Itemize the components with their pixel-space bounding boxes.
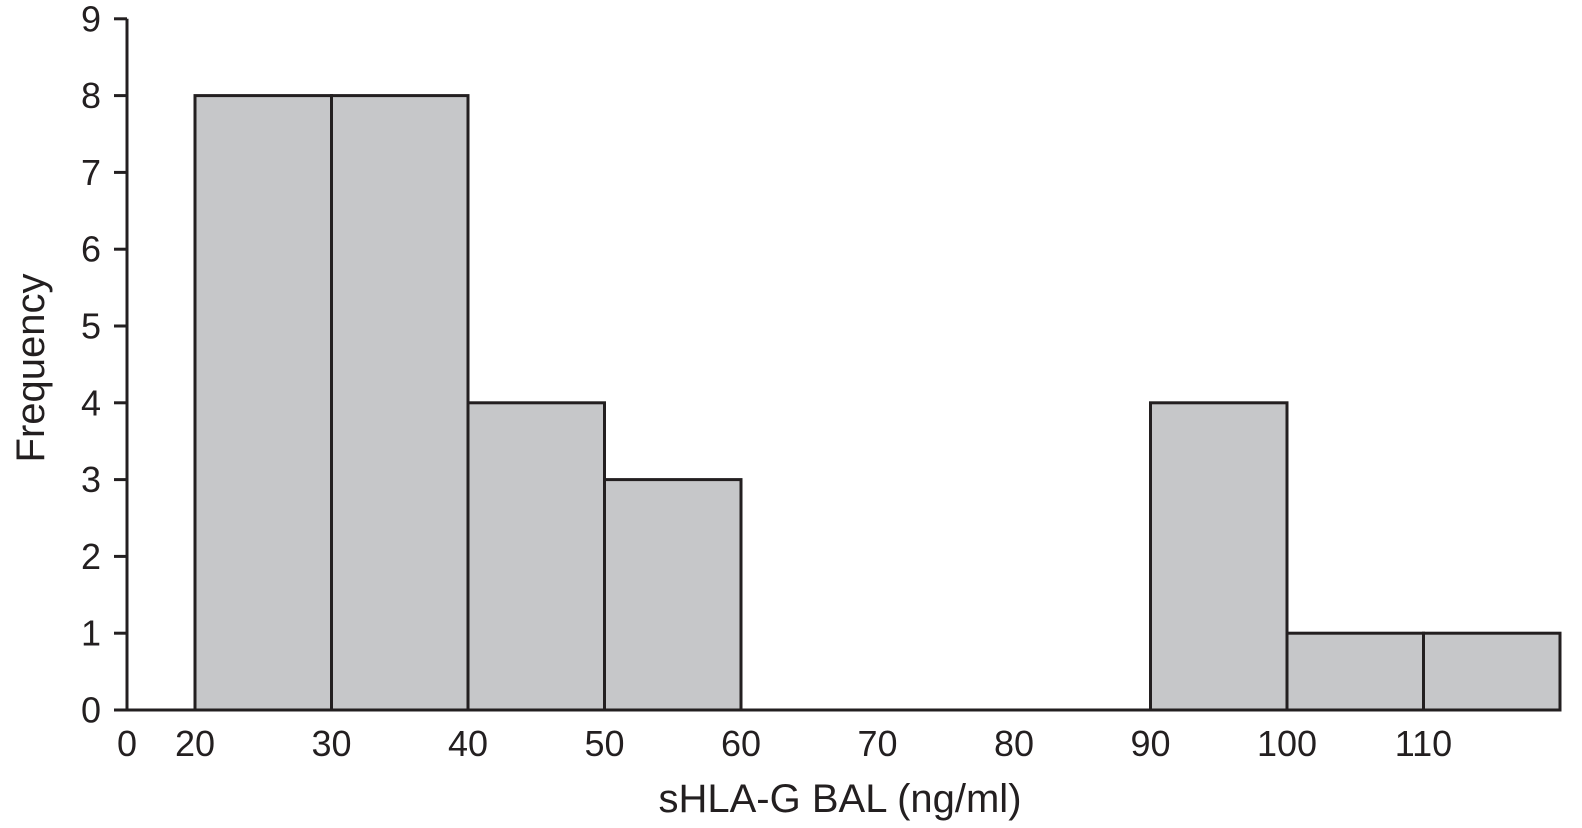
x-tick-label-60: 60 <box>721 723 761 764</box>
x-axis-label: sHLA-G BAL (ng/ml) <box>658 777 1021 821</box>
y-tick-label-6: 6 <box>81 229 101 270</box>
x-tick-label-40: 40 <box>448 723 488 764</box>
axes-layer <box>125 18 1550 712</box>
x-tick-label-100: 100 <box>1257 723 1317 764</box>
y-tick-label-1: 1 <box>81 613 101 654</box>
bars-layer <box>193 94 1562 712</box>
histogram-bar-50-60 <box>603 478 743 712</box>
x-tick-label-30: 30 <box>311 723 351 764</box>
x-tick-label-70: 70 <box>857 723 897 764</box>
x-tick-label-110: 110 <box>1395 723 1452 764</box>
histogram-bar-20-30 <box>193 94 333 712</box>
y-tick-label-5: 5 <box>81 306 101 347</box>
x-tick-label-80: 80 <box>994 723 1034 764</box>
y-tick-label-8: 8 <box>81 75 101 116</box>
y-tick-label-3: 3 <box>81 459 101 500</box>
y-tick-label-7: 7 <box>81 152 101 193</box>
y-axis-label: Frequency <box>9 274 53 463</box>
y-tick-label-4: 4 <box>81 382 101 423</box>
y-tick-label-2: 2 <box>81 536 101 577</box>
histogram-bar-30-40 <box>330 94 470 712</box>
x-tick-label-90: 90 <box>1130 723 1170 764</box>
x-tick-label-0: 0 <box>117 723 137 764</box>
histogram-bar-40-50 <box>466 401 606 712</box>
y-tick-label-0: 0 <box>81 690 101 731</box>
histogram-bar-100-110 <box>1285 631 1425 712</box>
histogram-bar-90-100 <box>1149 401 1289 712</box>
y-tick-label-9: 9 <box>81 0 101 39</box>
x-tick-label-50: 50 <box>584 723 624 764</box>
x-tick-label-20: 20 <box>175 723 215 764</box>
histogram-bar-110-120 <box>1422 631 1562 712</box>
